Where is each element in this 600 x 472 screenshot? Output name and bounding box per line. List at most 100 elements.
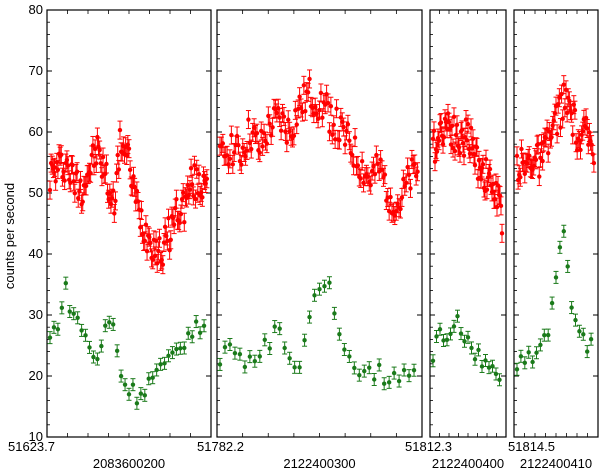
data-point	[472, 357, 478, 362]
data-point	[463, 117, 469, 122]
data-point	[142, 393, 147, 398]
data-point	[193, 319, 199, 324]
data-point	[317, 286, 322, 292]
data-point	[162, 361, 167, 366]
data-point	[59, 305, 65, 311]
data-point	[457, 150, 463, 156]
panel-frame	[46, 9, 212, 438]
data-point	[562, 105, 568, 111]
data-point	[237, 351, 243, 357]
data-point	[472, 162, 478, 168]
data-point	[260, 144, 265, 149]
data-point	[220, 141, 226, 146]
data-point	[554, 131, 560, 137]
series-red	[430, 103, 505, 243]
data-point	[114, 170, 119, 176]
data-point	[408, 186, 413, 191]
data-point	[247, 354, 253, 359]
data-point	[227, 342, 233, 347]
data-point	[480, 162, 486, 167]
data-point	[190, 334, 195, 339]
data-point	[278, 128, 284, 133]
data-point	[534, 350, 539, 355]
data-point	[569, 305, 574, 310]
data-point	[111, 322, 116, 327]
series-green	[217, 276, 417, 391]
data-point	[358, 176, 363, 181]
data-point	[431, 128, 437, 134]
data-point	[557, 245, 563, 250]
data-point	[257, 150, 262, 155]
data-point	[546, 150, 551, 156]
data-point	[591, 160, 597, 166]
y-tick-label: 50	[29, 185, 43, 200]
data-point	[497, 377, 502, 382]
data-point	[139, 208, 144, 213]
data-point	[95, 356, 100, 362]
data-point	[83, 333, 88, 338]
data-point	[342, 142, 348, 147]
data-point	[182, 345, 187, 351]
data-point	[518, 175, 523, 180]
data-point	[469, 345, 474, 351]
y-tick-label: 80	[29, 2, 43, 17]
data-point	[441, 338, 446, 343]
data-point	[94, 161, 99, 166]
data-point	[388, 194, 393, 200]
data-point	[537, 174, 542, 179]
data-point	[75, 315, 80, 321]
data-point	[406, 373, 412, 378]
data-point	[446, 119, 452, 125]
data-point	[201, 323, 207, 328]
data-point	[92, 146, 98, 152]
data-point	[143, 222, 149, 227]
x-tick-label: 51623.7	[8, 439, 55, 454]
data-point	[549, 300, 555, 306]
data-point	[118, 373, 124, 379]
data-point	[320, 115, 325, 120]
data-point	[372, 377, 377, 382]
series-green	[514, 224, 594, 376]
data-point	[242, 364, 248, 370]
data-point	[100, 154, 106, 160]
data-point	[454, 122, 460, 128]
data-point	[522, 171, 527, 177]
data-point	[327, 280, 332, 285]
data-point	[307, 314, 312, 320]
data-point	[352, 365, 357, 371]
data-point	[107, 190, 113, 196]
data-point	[204, 176, 210, 181]
data-point	[522, 360, 527, 366]
data-point	[312, 293, 317, 298]
data-point	[303, 109, 308, 114]
data-point	[302, 338, 307, 343]
data-point	[564, 110, 570, 116]
data-point	[138, 391, 144, 396]
data-point	[347, 138, 352, 143]
data-point	[342, 347, 347, 352]
data-point	[291, 133, 297, 139]
data-point	[117, 127, 123, 133]
data-point	[80, 199, 85, 204]
data-point	[78, 178, 83, 183]
data-point	[217, 362, 223, 367]
data-point	[112, 211, 117, 216]
data-point	[178, 346, 183, 351]
data-point	[459, 127, 465, 133]
data-point	[386, 380, 392, 385]
data-point	[332, 311, 337, 316]
series-green	[430, 309, 502, 387]
data-point	[71, 311, 76, 316]
data-point	[476, 347, 481, 353]
data-point	[144, 248, 150, 254]
data-point	[305, 90, 311, 95]
data-point	[146, 376, 151, 381]
data-point	[292, 365, 297, 370]
data-point	[91, 354, 96, 360]
x-tick-label: 51814.5	[508, 439, 555, 454]
data-point	[155, 261, 160, 266]
data-point	[430, 358, 436, 363]
data-point	[458, 331, 464, 336]
data-point	[493, 371, 499, 377]
data-point	[126, 392, 132, 397]
